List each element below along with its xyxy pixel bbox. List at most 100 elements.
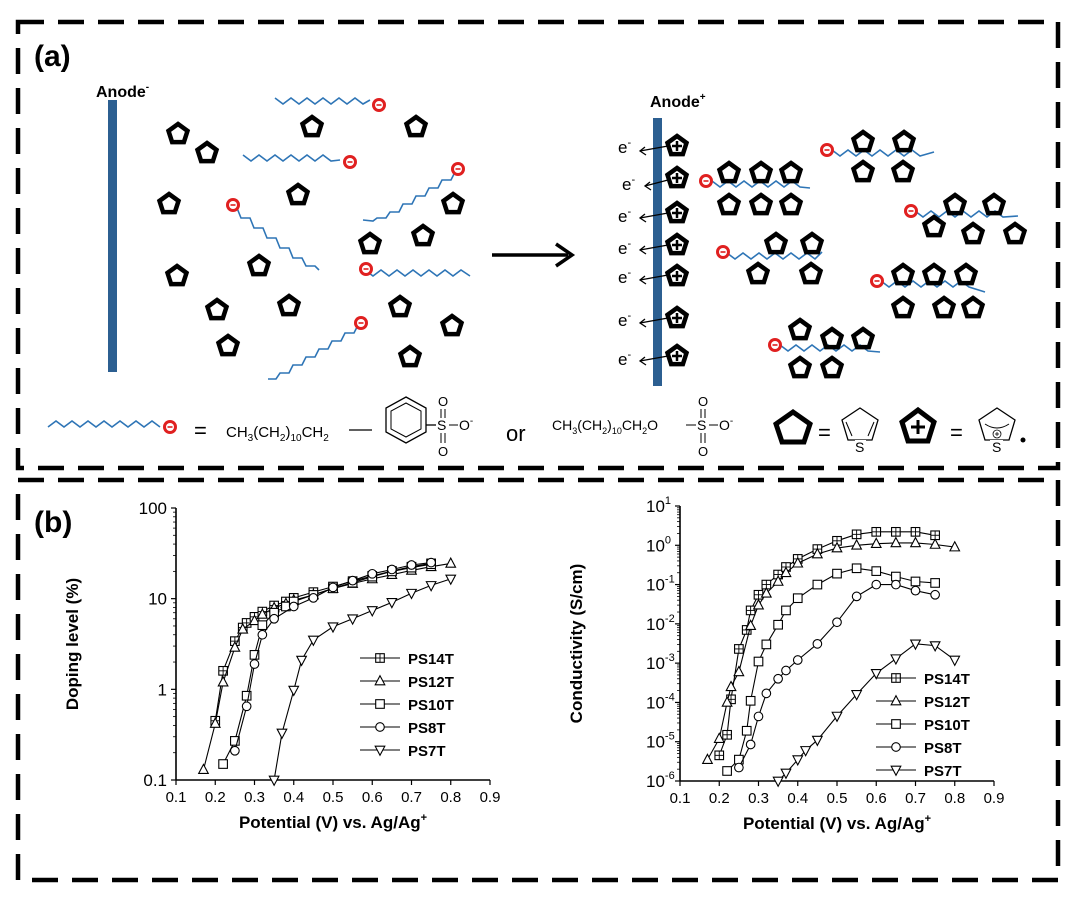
sulfonate-anion-icon bbox=[450, 161, 466, 177]
data-point bbox=[230, 736, 240, 746]
legend-label: PS12T bbox=[408, 674, 454, 691]
thiophene-icon bbox=[752, 195, 771, 213]
data-point bbox=[425, 581, 437, 592]
legend-equals: = bbox=[194, 418, 207, 443]
thiophene-icon bbox=[752, 163, 771, 181]
thiophene-icon bbox=[894, 162, 913, 180]
y-axis-title: Conductivity (S/cm) bbox=[567, 564, 586, 724]
legend-marker bbox=[890, 694, 902, 706]
thiophene-icon bbox=[168, 266, 187, 284]
sulfur-atom: S bbox=[437, 417, 446, 433]
series-ps8t bbox=[734, 579, 940, 773]
legend-label: PS12T bbox=[924, 694, 970, 711]
thiophene-icon bbox=[401, 347, 420, 365]
thiophene-icon bbox=[925, 217, 944, 235]
thiophene-icon bbox=[444, 194, 463, 212]
thiophene-icon bbox=[782, 163, 801, 181]
sulfonate-anion-icon bbox=[371, 97, 387, 113]
x-tick-label: 0.8 bbox=[440, 789, 461, 806]
data-point bbox=[792, 593, 803, 604]
data-point bbox=[772, 776, 784, 788]
data-point bbox=[891, 526, 901, 537]
data-point bbox=[871, 526, 882, 537]
thiophene-radical-cation-icon bbox=[668, 308, 687, 326]
data-point bbox=[269, 613, 279, 624]
data-point bbox=[722, 766, 732, 776]
y-tick-label: 10-2 bbox=[646, 613, 675, 634]
thiophene-icon bbox=[361, 234, 380, 252]
electron-label: e- bbox=[618, 267, 631, 287]
data-point bbox=[745, 739, 756, 750]
x-tick-label: 0.1 bbox=[166, 789, 187, 806]
x-tick-label: 0.1 bbox=[670, 790, 691, 807]
thiophene-icon bbox=[160, 194, 179, 212]
y-tick-label: 10-3 bbox=[646, 652, 675, 673]
data-point bbox=[890, 654, 902, 666]
y-tick-label: 1 bbox=[158, 680, 167, 699]
data-point bbox=[426, 557, 436, 568]
data-point bbox=[327, 622, 339, 634]
panel-b-label: (b) bbox=[34, 506, 72, 539]
thiophene-icon bbox=[854, 162, 873, 180]
data-point bbox=[891, 579, 901, 590]
thiophene-icon bbox=[854, 132, 873, 150]
data-point bbox=[870, 537, 882, 549]
legend-label: PS7T bbox=[924, 763, 962, 780]
surfactant-chains-left bbox=[236, 97, 471, 380]
data-point bbox=[799, 746, 812, 757]
conductivity-chart: 0.1 0.2 0.3 0.4 0.5 0.6 0.7 0.8 0.9 10-6 10-5 10-4 1… bbox=[567, 495, 1004, 833]
legend-marker bbox=[891, 742, 901, 752]
legend-or: or bbox=[506, 421, 526, 446]
data-point bbox=[870, 668, 882, 680]
data-point bbox=[850, 690, 863, 701]
data-point bbox=[197, 763, 210, 775]
data-point bbox=[831, 541, 843, 553]
data-point bbox=[761, 639, 772, 650]
data-point bbox=[949, 655, 961, 667]
y-axis-title: Doping level (%) bbox=[63, 578, 82, 710]
data-point bbox=[812, 579, 823, 590]
data-point bbox=[367, 568, 378, 579]
data-point bbox=[217, 675, 229, 687]
y-tick-label: 100 bbox=[139, 499, 167, 518]
data-point bbox=[257, 629, 268, 640]
data-point bbox=[405, 588, 418, 600]
data-point bbox=[949, 540, 961, 552]
series-line bbox=[726, 567, 936, 772]
series-ps7t bbox=[772, 639, 961, 788]
data-point bbox=[725, 680, 737, 692]
benzene-ring-icon bbox=[385, 396, 427, 444]
legend-marker bbox=[891, 719, 901, 729]
sulfonate-anion-icon bbox=[698, 173, 714, 189]
data-point bbox=[910, 526, 921, 537]
thiophene-icon bbox=[749, 264, 768, 282]
sulfonate-anion-icon bbox=[342, 154, 358, 170]
sulfonate-anion-icon bbox=[358, 261, 374, 277]
formula-dodecylbenzene: CH3(CH2)10CH2 bbox=[226, 424, 329, 444]
thiophene-icon bbox=[791, 358, 810, 376]
legend-equals: = bbox=[818, 420, 831, 445]
x-tick-label: 0.5 bbox=[827, 790, 848, 807]
thiophene-icon bbox=[895, 132, 914, 150]
thiophene-icon bbox=[823, 329, 842, 347]
data-point bbox=[929, 537, 941, 549]
data-point bbox=[832, 617, 842, 628]
thiophene-radical-cation-icon bbox=[668, 235, 687, 253]
data-point bbox=[741, 725, 752, 736]
legend-marker bbox=[890, 765, 902, 777]
data-point bbox=[307, 635, 320, 647]
x-tick-label: 0.9 bbox=[480, 789, 501, 806]
data-point bbox=[276, 728, 288, 740]
data-point bbox=[753, 656, 764, 667]
data-point bbox=[910, 576, 921, 587]
data-point bbox=[780, 768, 792, 780]
anions-right bbox=[698, 142, 919, 353]
oxygen-atom: O bbox=[698, 394, 708, 409]
data-point bbox=[295, 655, 308, 667]
thiophene-icon bbox=[985, 195, 1004, 213]
electron-label: e- bbox=[618, 238, 631, 258]
anode-negative-electrode bbox=[108, 100, 117, 372]
data-point bbox=[792, 655, 803, 665]
anions-left bbox=[225, 97, 466, 331]
thiophene-icon bbox=[964, 298, 983, 316]
